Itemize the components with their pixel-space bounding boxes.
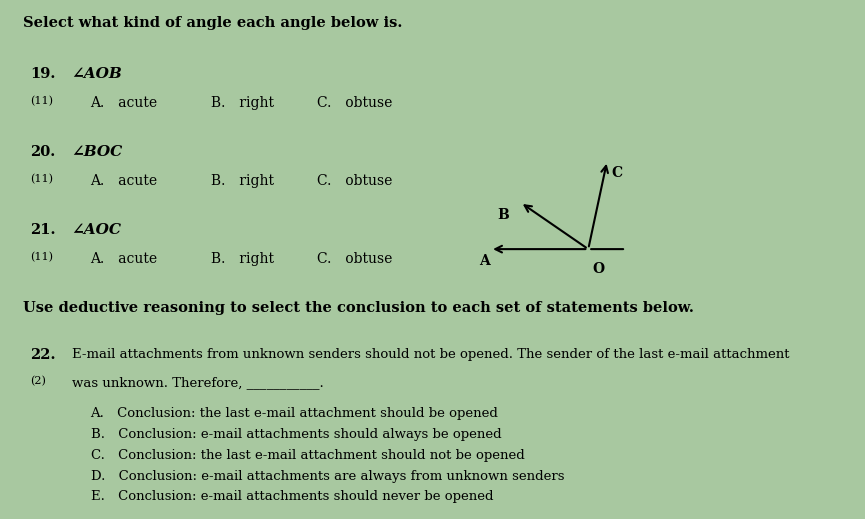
Text: C. obtuse: C. obtuse [317,252,392,266]
Text: C. obtuse: C. obtuse [317,174,392,188]
Text: 20.: 20. [30,145,55,159]
Text: 22.: 22. [30,348,55,362]
Text: ∠AOB: ∠AOB [72,67,123,81]
Text: E-mail attachments from unknown senders should not be opened. The sender of the : E-mail attachments from unknown senders … [72,348,789,361]
Text: (11): (11) [30,96,53,106]
Text: C. Conclusion: the last e-mail attachment should not be opened: C. Conclusion: the last e-mail attachmen… [91,449,524,462]
Text: A. acute: A. acute [91,96,157,110]
Text: B. right: B. right [211,96,274,110]
Text: D. Conclusion: e-mail attachments are always from unknown senders: D. Conclusion: e-mail attachments are al… [91,470,564,483]
Text: B. Conclusion: e-mail attachments should always be opened: B. Conclusion: e-mail attachments should… [91,428,501,441]
Text: ∠BOC: ∠BOC [72,145,123,159]
Text: A. acute: A. acute [91,252,157,266]
Text: B. right: B. right [211,252,274,266]
Text: (11): (11) [30,174,53,184]
Text: ∠AOC: ∠AOC [72,223,122,237]
Text: A. Conclusion: the last e-mail attachment should be opened: A. Conclusion: the last e-mail attachmen… [91,407,498,420]
Text: E. Conclusion: e-mail attachments should never be opened: E. Conclusion: e-mail attachments should… [91,490,493,503]
Text: Select what kind of angle each angle below is.: Select what kind of angle each angle bel… [22,16,402,30]
Text: 19.: 19. [30,67,55,81]
Text: (2): (2) [30,376,46,387]
Text: was unknown. Therefore, ___________.: was unknown. Therefore, ___________. [72,376,324,389]
Text: (11): (11) [30,252,53,262]
Text: C: C [611,166,622,180]
Text: O: O [592,262,604,276]
Text: C. obtuse: C. obtuse [317,96,392,110]
Text: 21.: 21. [30,223,55,237]
Text: B: B [497,208,509,222]
Text: B. right: B. right [211,174,274,188]
Text: Use deductive reasoning to select the conclusion to each set of statements below: Use deductive reasoning to select the co… [22,301,694,315]
Text: A: A [479,254,490,268]
Text: A. acute: A. acute [91,174,157,188]
